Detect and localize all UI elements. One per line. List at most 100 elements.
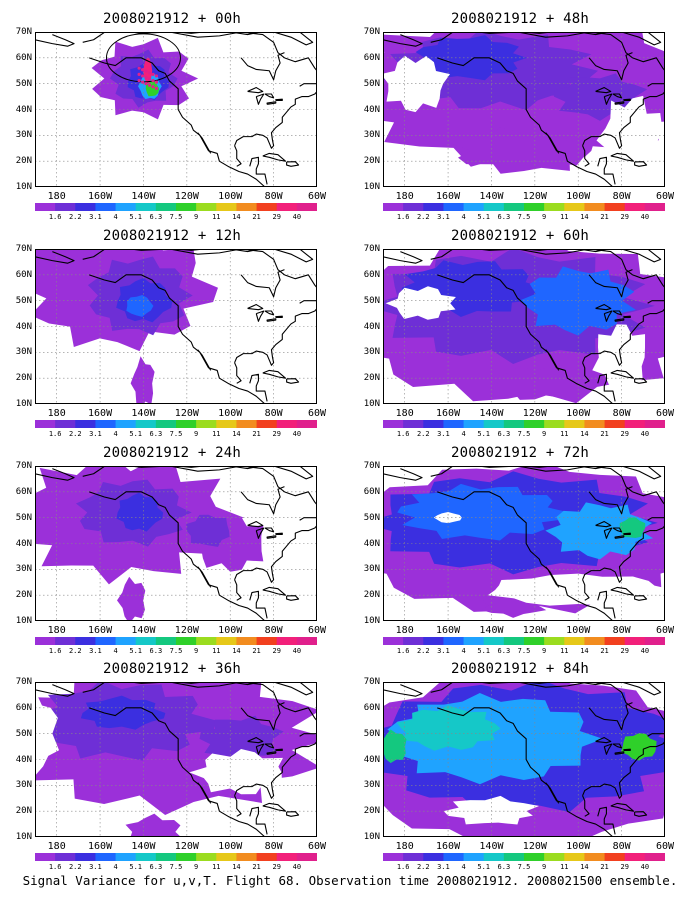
colorbar-swatch <box>296 420 317 428</box>
colorbar-label: 7.5 <box>169 863 183 871</box>
colorbar-label: 40 <box>640 430 650 438</box>
coastline <box>578 32 610 36</box>
colorbar-swatch <box>276 420 298 428</box>
colorbar-label: 6.3 <box>149 863 163 871</box>
colorbar <box>383 203 665 211</box>
colorbar-label: 21 <box>600 430 609 438</box>
longitude-label: 180 <box>47 408 66 419</box>
colorbar-label: 2.2 <box>68 430 82 438</box>
latitude-label: 40N <box>363 104 380 115</box>
latitude-label: 10N <box>15 616 32 626</box>
colorbar-swatch <box>423 203 444 211</box>
coastline <box>582 145 590 167</box>
coastline <box>612 93 623 99</box>
latitude-label: 40N <box>363 538 380 549</box>
coastline <box>588 269 633 298</box>
colorbar-label: 14 <box>232 647 241 655</box>
colorbar-label: 9 <box>194 647 199 655</box>
colorbar-swatch <box>503 853 525 861</box>
longitude-label: 180 <box>395 191 414 202</box>
coastline <box>247 520 264 528</box>
colorbar-swatch <box>443 203 465 211</box>
coastline <box>264 93 275 99</box>
coastline <box>89 57 267 187</box>
longitude-label: 180 <box>47 841 66 852</box>
coastline <box>35 251 75 264</box>
map-frame <box>383 466 665 621</box>
coastline <box>430 249 633 276</box>
colorbar-label: 21 <box>600 647 609 655</box>
longitude-label: 160W <box>88 625 113 636</box>
coastline <box>578 682 610 686</box>
coastline <box>273 249 314 263</box>
coastline <box>632 707 665 737</box>
colorbar-swatch <box>35 637 56 645</box>
colorbar-label: 9 <box>194 213 199 221</box>
panel-title: 2008021912 + 24h <box>102 445 242 461</box>
colorbar-swatch <box>276 853 298 861</box>
longitude-label: 180 <box>395 625 414 636</box>
colorbar-label: 21 <box>252 647 261 655</box>
colorbar-label: 1.6 <box>48 430 62 438</box>
colorbar-label: 40 <box>640 213 650 221</box>
coastline <box>249 373 268 402</box>
low-variance-area <box>383 55 451 113</box>
colorbar-label: 2.2 <box>68 647 82 655</box>
latitude-label: 50N <box>363 295 380 306</box>
colorbar-label: 2.2 <box>416 863 430 871</box>
colorbar-label: 29 <box>272 647 281 655</box>
latitude-label: 70N <box>15 27 32 37</box>
map-frame <box>35 682 317 837</box>
coastline <box>545 566 560 588</box>
colorbar-swatch <box>155 637 177 645</box>
map-plot <box>35 32 317 187</box>
variance-contour <box>80 695 166 730</box>
colorbar-swatch <box>644 203 665 211</box>
variance-contour <box>450 127 594 174</box>
colorbar-label: 9 <box>542 647 547 655</box>
longitude-label: 80W <box>612 625 631 636</box>
variance-contour <box>186 514 230 547</box>
latitude-label: 10N <box>363 399 380 409</box>
variance-contour <box>35 249 83 286</box>
latitude-label: 50N <box>15 295 32 306</box>
colorbar-swatch <box>196 203 217 211</box>
colorbar-swatch <box>115 420 137 428</box>
colorbar-swatch <box>624 203 646 211</box>
colorbar-swatch <box>135 203 157 211</box>
coastline <box>545 132 560 154</box>
coastline <box>247 86 264 94</box>
latitude-label: 60N <box>363 269 380 280</box>
coastline <box>430 32 633 59</box>
coastline <box>255 743 265 755</box>
latitude-label: 40N <box>15 321 32 332</box>
latitude-label: 60N <box>363 52 380 63</box>
longitude-label: 120W <box>522 625 547 636</box>
latitude-label: 40N <box>15 754 32 765</box>
coastline <box>284 707 317 737</box>
coastline <box>35 34 75 47</box>
coastline <box>582 579 590 601</box>
coastline <box>597 156 616 185</box>
colorbar-swatch <box>483 420 505 428</box>
panel-title: 2008021912 + 12h <box>102 228 242 244</box>
coastline <box>286 595 300 601</box>
colorbar-label: 29 <box>620 647 629 655</box>
longitude-label: 120W <box>522 408 547 419</box>
latitude-label: 60N <box>15 486 32 497</box>
colorbar-swatch <box>383 203 404 211</box>
latitude-label: 10N <box>363 182 380 192</box>
latitude-label: 60N <box>363 486 380 497</box>
map-panel: 2008021912 + 48h 70N 60N 50N 40N 30N 20N 10N 180… <box>350 10 690 225</box>
colorbar <box>35 853 317 861</box>
variance-contour <box>485 365 583 400</box>
colorbar-swatch <box>383 853 404 861</box>
colorbar-label: 4 <box>113 863 118 871</box>
longitude-label: 180 <box>395 841 414 852</box>
coastline <box>603 93 613 105</box>
colorbar-label: 7.5 <box>169 213 183 221</box>
coastline <box>275 315 283 319</box>
coastline <box>284 274 317 304</box>
colorbar-swatch <box>256 637 278 645</box>
longitude-label: 140W <box>479 191 504 202</box>
